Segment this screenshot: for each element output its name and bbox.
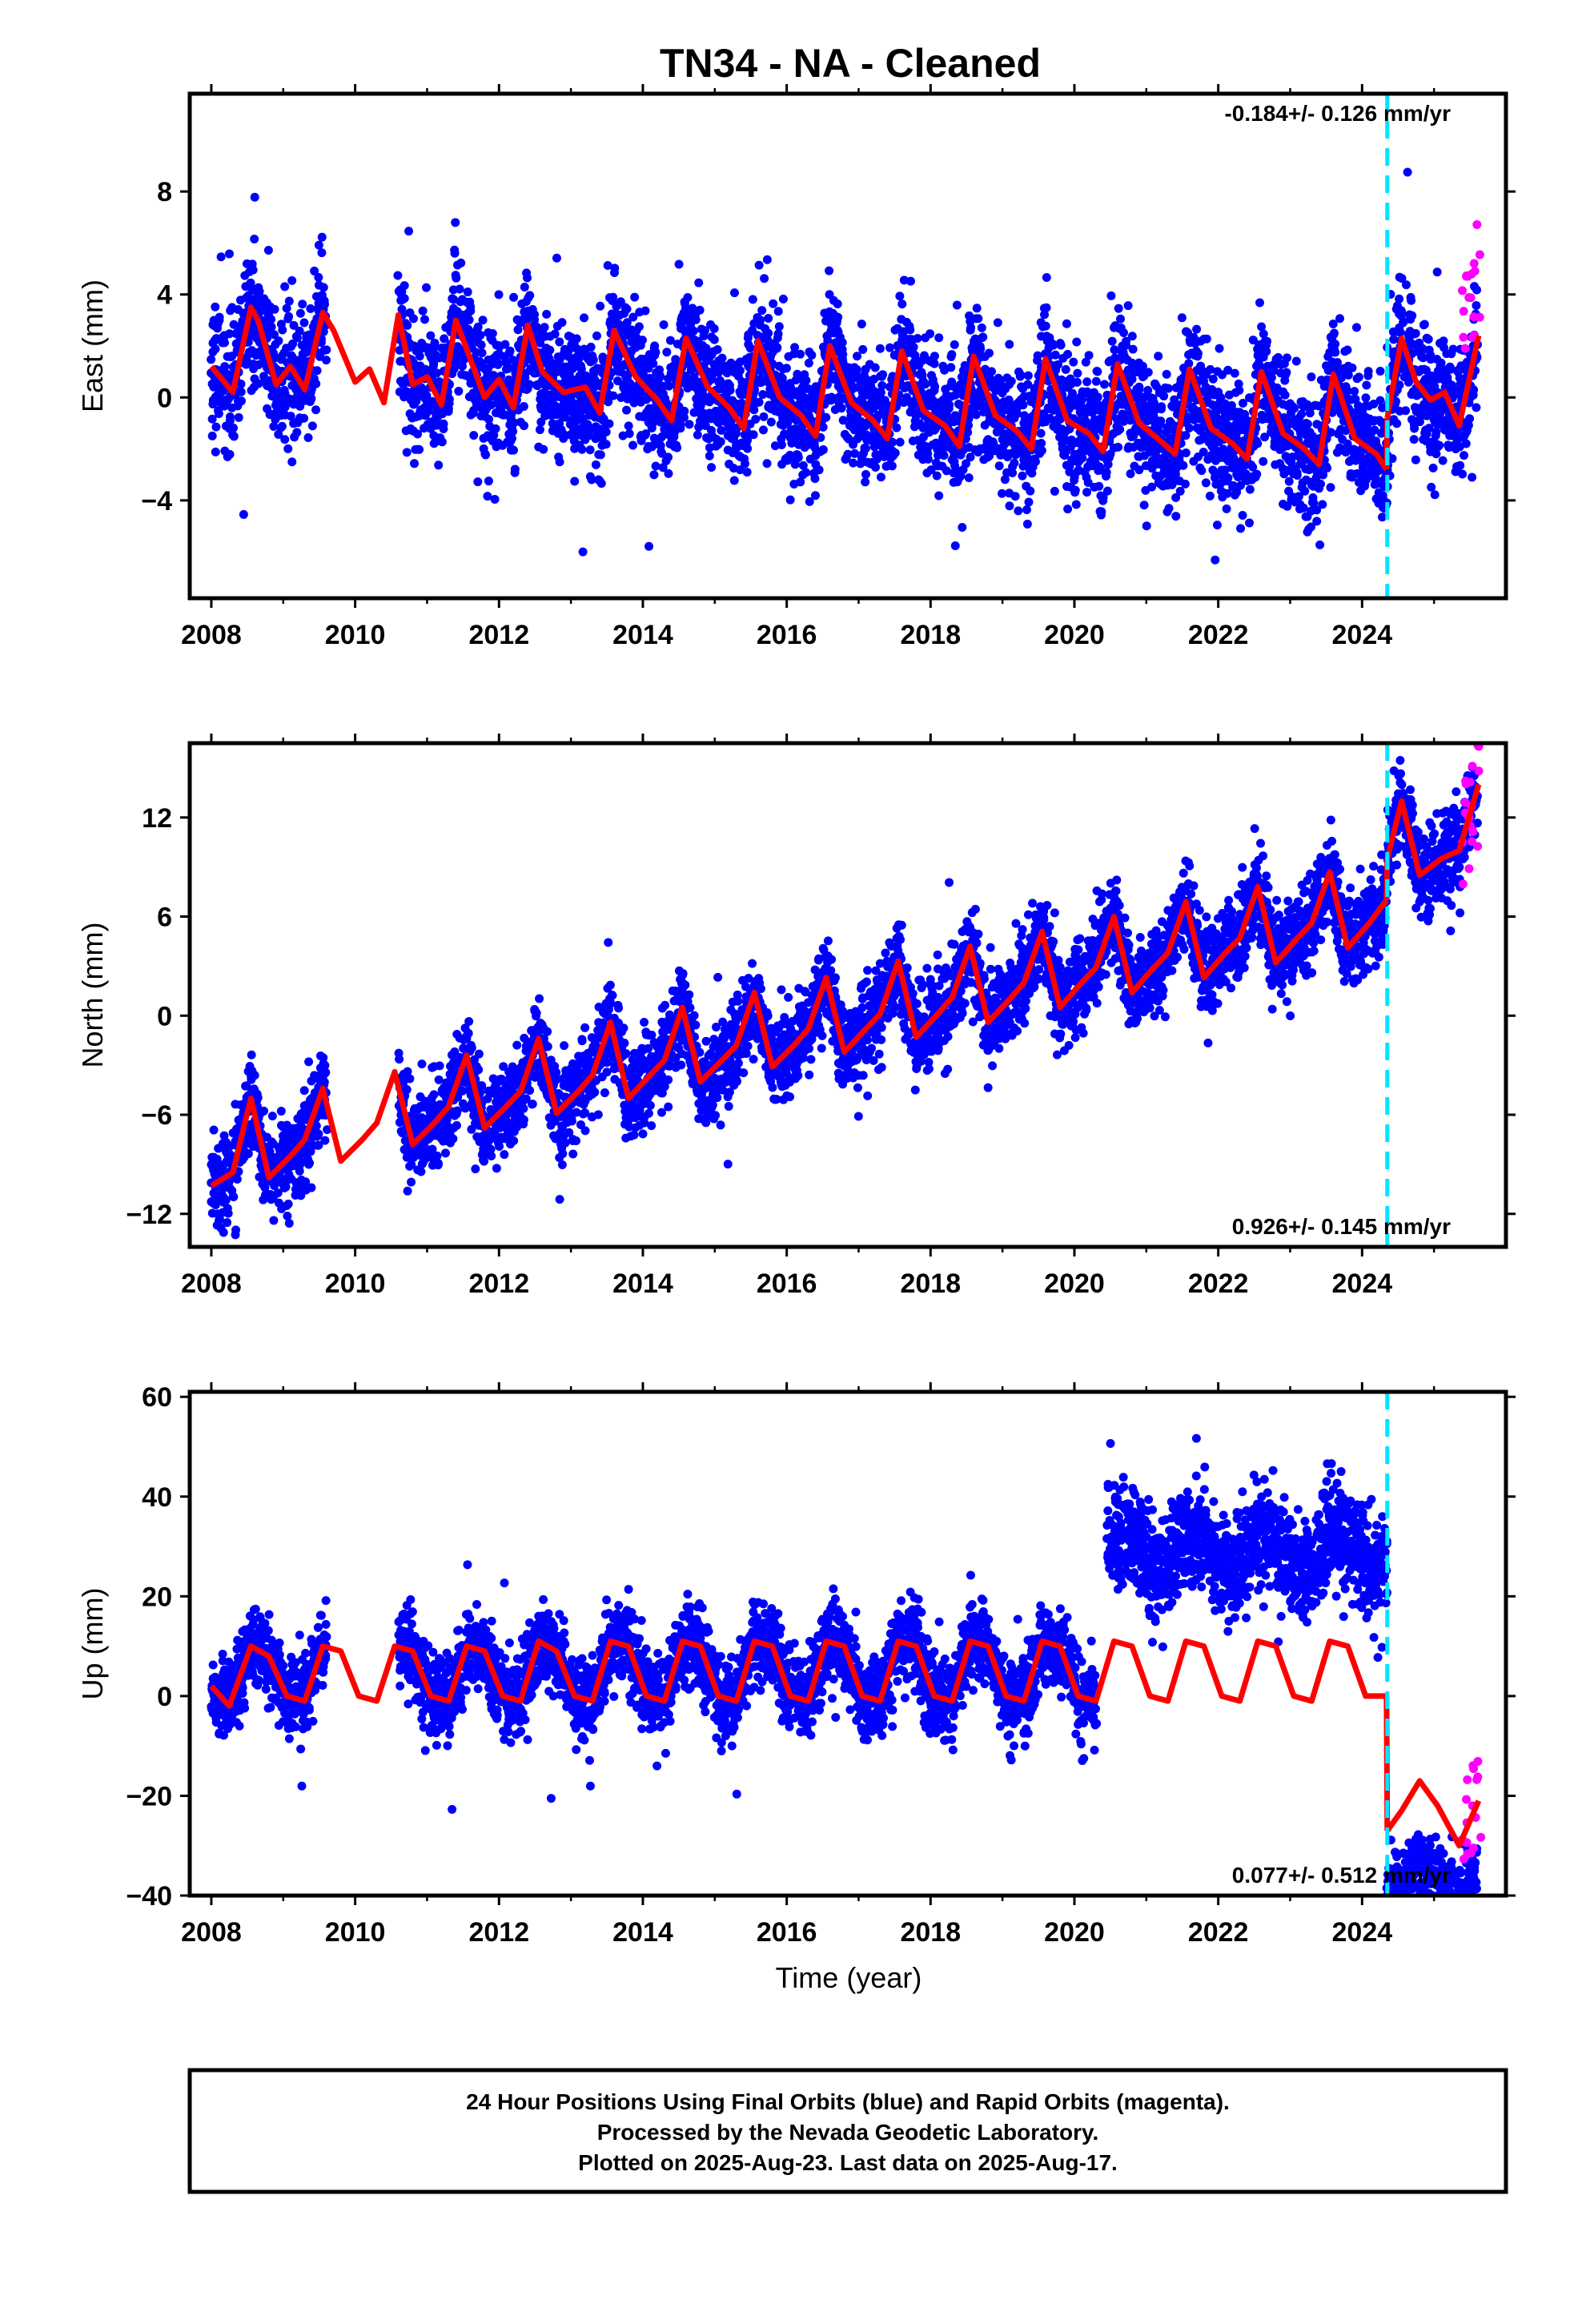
y-tick-label: 0 — [157, 1682, 172, 1712]
x-tick-label: 2012 — [468, 620, 529, 650]
model-line-segment — [1384, 1778, 1482, 1849]
y-tick-label: −4 — [141, 486, 172, 517]
velocity-rate-label: 0.926+/- 0.145 mm/yr — [1232, 1214, 1451, 1239]
plot-frame — [187, 1389, 1508, 1898]
x-tick-label: 2008 — [181, 1917, 242, 1948]
y-axis-label: East (mm) — [76, 279, 109, 412]
model-line-segment — [209, 304, 1389, 472]
velocity-rate-label: 0.077+/- 0.512 mm/yr — [1232, 1863, 1451, 1888]
x-tick-label: 2022 — [1188, 1917, 1249, 1948]
y-tick-label: −40 — [126, 1881, 172, 1912]
final-orbit-points — [207, 167, 1483, 565]
y-tick-label: −20 — [126, 1781, 172, 1811]
x-tick-label: 2024 — [1332, 620, 1393, 650]
x-tick-label: 2020 — [1044, 1269, 1105, 1299]
up-panel: 2008 2010 2012 2014 2016 2018 2020 2022 2024 −40 −… — [76, 1382, 1516, 1948]
x-tick-label: 2014 — [612, 620, 673, 650]
y-tick-label: 4 — [157, 280, 172, 311]
x-tick-label: 2016 — [757, 620, 817, 650]
footer-line-3: Plotted on 2025-Aug-23. Last data on 202… — [578, 2150, 1118, 2175]
y-tick-label: 8 — [157, 177, 172, 207]
x-tick-label: 2010 — [325, 620, 386, 650]
footer-line-1: 24 Hour Positions Using Final Orbits (bl… — [466, 2089, 1230, 2114]
plot-frame — [187, 91, 1508, 601]
chart-title: TN34 - NA - Cleaned — [660, 41, 1041, 86]
y-tick-label: −6 — [141, 1100, 172, 1131]
final-orbit-points — [207, 755, 1482, 1240]
model-line-segment — [1384, 783, 1482, 879]
x-tick-label: 2020 — [1044, 620, 1105, 650]
rapid-orbit-points — [1458, 219, 1484, 353]
model-line-segment — [210, 869, 1389, 1188]
model-line-segment — [1384, 335, 1482, 429]
velocity-rate-label: -0.184+/- 0.126 mm/yr — [1224, 101, 1451, 126]
x-tick-label: 2022 — [1188, 620, 1249, 650]
x-tick-label: 2010 — [325, 1917, 386, 1948]
plot-frame — [187, 741, 1508, 1249]
x-tick-label: 2018 — [900, 620, 961, 650]
x-tick-label: 2018 — [900, 1269, 961, 1299]
x-tick-label: 2012 — [468, 1269, 529, 1299]
x-tick-label: 2016 — [757, 1917, 817, 1948]
east-panel: 2008 2010 2012 2014 2016 2018 2020 2022 2024 −4 0 4… — [76, 84, 1516, 650]
x-tick-label: 2018 — [900, 1917, 961, 1948]
north-panel: 2008 2010 2012 2014 2016 2018 2020 2022 2024 −12 −… — [76, 734, 1516, 1299]
y-tick-label: 20 — [142, 1582, 172, 1612]
x-tick-label: 2016 — [757, 1269, 817, 1299]
y-tick-label: 0 — [157, 1001, 172, 1031]
x-tick-label: 2014 — [612, 1269, 673, 1299]
rapid-orbit-points — [1458, 743, 1484, 889]
x-axis-label: Time (year) — [776, 1961, 922, 1994]
y-tick-label: 0 — [157, 383, 172, 413]
y-tick-label: 40 — [142, 1482, 172, 1513]
x-tick-label: 2024 — [1332, 1269, 1393, 1299]
x-tick-label: 2022 — [1188, 1269, 1249, 1299]
y-tick-label: 6 — [157, 903, 172, 933]
x-tick-label: 2010 — [325, 1269, 386, 1299]
x-tick-label: 2014 — [612, 1917, 673, 1948]
x-tick-label: 2008 — [181, 1269, 242, 1299]
y-axis-label: North (mm) — [76, 923, 109, 1068]
y-tick-label: −12 — [126, 1200, 172, 1230]
x-tick-label: 2024 — [1332, 1917, 1393, 1948]
footer-line-2: Processed by the Nevada Geodetic Laborat… — [597, 2120, 1099, 2145]
y-tick-label: 60 — [142, 1382, 172, 1413]
x-tick-label: 2012 — [468, 1917, 529, 1948]
model-line-segment — [209, 1638, 1387, 1709]
x-tick-label: 2008 — [181, 620, 242, 650]
x-tick-label: 2020 — [1044, 1917, 1105, 1948]
footer-box — [187, 2068, 1508, 2194]
y-tick-label: 12 — [142, 803, 172, 834]
y-axis-label: Up (mm) — [76, 1588, 109, 1700]
